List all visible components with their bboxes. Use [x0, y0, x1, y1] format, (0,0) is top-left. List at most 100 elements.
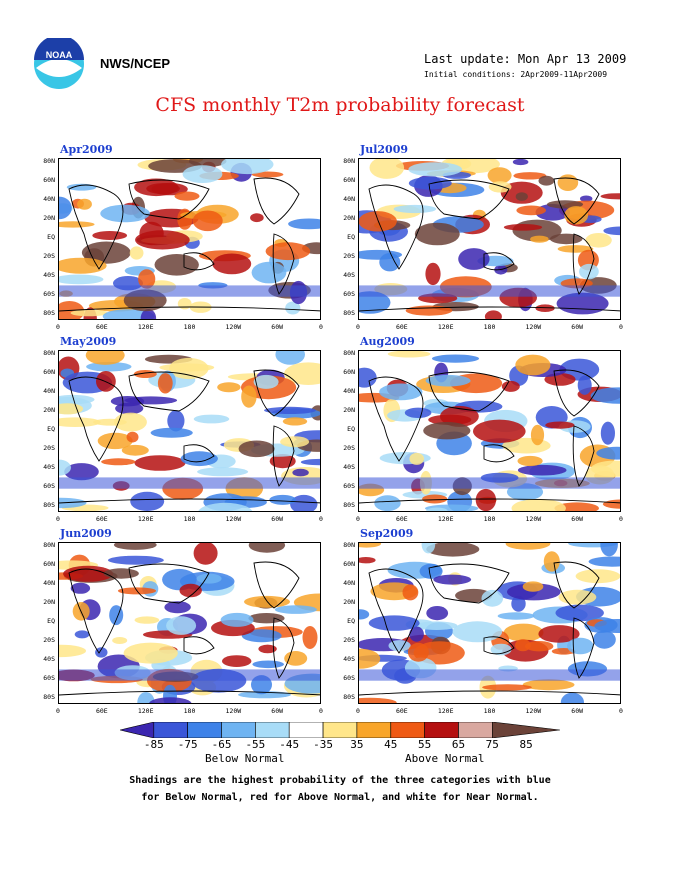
lat-tick-label: 40N [43, 195, 55, 203]
anomaly-patch [134, 178, 179, 197]
anomaly-patch [558, 589, 597, 605]
lat-tick-label: 60S [43, 482, 55, 490]
lon-tick-label: 0 [356, 515, 360, 523]
lon-tick-label: 0 [356, 707, 360, 715]
anomaly-patch [556, 292, 609, 315]
lat-tick-label: 80N [343, 157, 355, 165]
anomaly-patch [250, 213, 264, 223]
anomaly-patch [123, 642, 178, 664]
anomaly-patch [560, 692, 584, 703]
anomaly-patch [501, 380, 520, 392]
continent-outline [553, 369, 600, 417]
lat-tick-label: 40N [343, 195, 355, 203]
last-update: Last update: Mon Apr 13 2009 [424, 52, 627, 66]
org-name: NWS/NCEP [100, 56, 171, 71]
anomaly-patch [426, 507, 448, 511]
lon-tick-label: 60E [95, 707, 108, 715]
anomaly-patch [425, 262, 441, 286]
anomaly-patch [92, 231, 128, 240]
anomaly-patch [241, 629, 282, 643]
continent-outline [68, 184, 124, 270]
antarctica-outline [59, 498, 320, 504]
lat-tick-label: 20S [43, 444, 55, 452]
anomaly-patch [585, 233, 612, 248]
anomaly-patch [274, 605, 317, 614]
lat-tick-label: 80S [43, 309, 55, 317]
anomaly-patch [517, 464, 567, 476]
colorbar-tick-label: 45 [384, 738, 398, 751]
anomaly-patch [516, 205, 546, 216]
lon-tick-label: 60W [271, 707, 284, 715]
colorbar-segment [390, 721, 425, 739]
lon-tick-label: 60W [271, 515, 284, 523]
anomaly-patch [538, 625, 580, 643]
anomaly-patch [101, 458, 136, 466]
colorbar-segment [288, 721, 324, 739]
lon-tick-label: 0 [319, 515, 323, 523]
lon-tick-label: 120E [437, 323, 454, 331]
anomaly-patch [425, 374, 471, 387]
lon-tick-label: 0 [619, 707, 623, 715]
lon-tick-label: 60W [271, 323, 284, 331]
anomaly-patch [134, 616, 160, 624]
lon-tick-label: 120W [525, 323, 542, 331]
lon-tick-label: 180 [183, 515, 196, 523]
continent-outline [368, 376, 424, 462]
anomaly-patch [503, 623, 544, 642]
anomaly-patch [59, 644, 86, 658]
anomaly-patch [103, 568, 139, 579]
lon-tick-label: 0 [619, 323, 623, 331]
anomaly-patch [579, 263, 599, 280]
note-line-1: Shadings are the highest probability of … [129, 775, 551, 786]
lat-tick-label: 20N [43, 214, 55, 222]
continent-outline [128, 371, 210, 412]
anomaly-patch [258, 644, 277, 654]
southern-ocean-band [359, 477, 620, 489]
anomaly-patch [221, 159, 274, 175]
lon-tick-label: 180 [483, 515, 496, 523]
colorbar-tick-label: -55 [245, 738, 266, 751]
lon-tick-label: 60E [395, 323, 408, 331]
continent-outline [253, 177, 300, 225]
continent-outline [428, 563, 510, 604]
continent-outline [183, 252, 215, 271]
lat-tick-label: 40S [343, 463, 355, 471]
anomaly-patch [180, 451, 218, 467]
anomaly-patch [193, 543, 218, 565]
anomaly-patch [265, 242, 311, 261]
anomaly-patch [167, 410, 185, 432]
anomaly-patch [253, 374, 279, 389]
colorbar-segment [356, 721, 391, 739]
lon-tick-label: 180 [183, 707, 196, 715]
anomaly-patch [426, 606, 449, 621]
panel-title: Sep2009 [360, 527, 414, 540]
anomaly-patch [59, 403, 84, 415]
continent-outline [128, 563, 210, 604]
lon-tick-label: 120W [225, 323, 242, 331]
anomaly-patch [85, 351, 125, 365]
continent-outline [428, 371, 510, 412]
anomaly-patch [212, 253, 252, 275]
colorbar-tick-label: -75 [177, 738, 198, 751]
anomaly-patch [193, 414, 230, 424]
anomaly-patch [126, 431, 139, 443]
anomaly-patch [590, 387, 620, 404]
colorbar-segment [322, 721, 358, 739]
anomaly-patch [285, 301, 301, 315]
anomaly-patch [64, 463, 99, 481]
continent-outline [253, 561, 300, 609]
anomaly-patch [525, 641, 554, 652]
anomaly-patch [63, 565, 114, 582]
anomaly-patch [555, 604, 604, 622]
anomaly-patch [557, 174, 579, 191]
continent-outline [572, 233, 595, 295]
lon-tick-label: 180 [483, 707, 496, 715]
lat-tick-label: 40S [43, 271, 55, 279]
anomaly-patch [513, 172, 547, 180]
anomaly-patch [222, 655, 252, 667]
colorbar [119, 721, 561, 742]
anomaly-patch [440, 405, 479, 427]
continent-outline [183, 444, 215, 463]
anomaly-patch [182, 165, 223, 183]
lat-tick-label: 80N [343, 541, 355, 549]
